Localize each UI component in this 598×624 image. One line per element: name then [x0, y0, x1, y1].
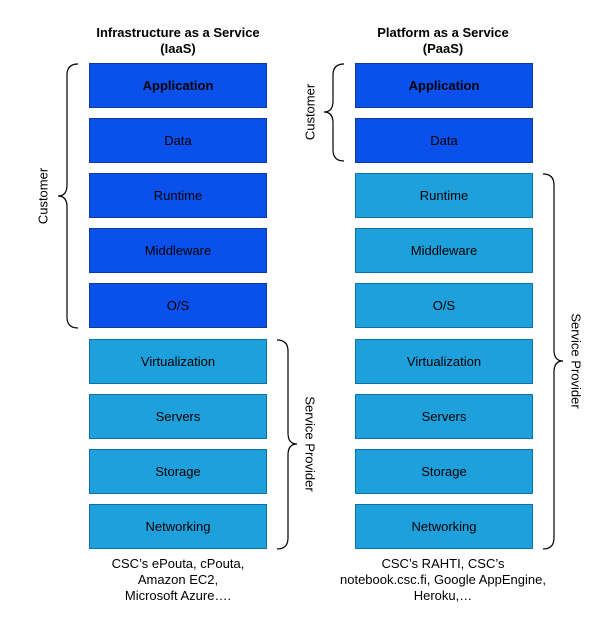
- paas-footer: CSC’s RAHTI, CSC’s notebook.csc.fi, Goog…: [323, 556, 563, 604]
- iaas-footer-line2: Amazon EC2,: [137, 572, 219, 587]
- paas-layer-data: Data: [355, 118, 533, 163]
- iaas-layer-storage: Storage: [89, 449, 267, 494]
- paas-footer-line1: CSC’s RAHTI, CSC’s: [381, 556, 505, 571]
- paas-customer-label: Customer: [302, 83, 318, 141]
- paas-title: Platform as a Service (PaaS): [343, 25, 543, 57]
- iaas-title-line1: Infrastructure as a Service: [96, 25, 260, 40]
- iaas-layer-application: Application: [89, 63, 267, 108]
- iaas-layer-virtualization: Virtualization: [89, 339, 267, 384]
- paas-layer-servers: Servers: [355, 394, 533, 439]
- iaas-layer-servers: Servers: [89, 394, 267, 439]
- iaas-layer-data: Data: [89, 118, 267, 163]
- paas-layer-middleware: Middleware: [355, 228, 533, 273]
- iaas-customer-bracket: [57, 63, 79, 329]
- paas-provider-label: Service Provider: [568, 313, 584, 409]
- paas-title-line1: Platform as a Service: [377, 25, 509, 40]
- paas-footer-line2: notebook.csc.fi, Google AppEngine,: [340, 572, 546, 587]
- paas-layer-runtime: Runtime: [355, 173, 533, 218]
- iaas-layer-os: O/S: [89, 283, 267, 328]
- paas-layer-os: O/S: [355, 283, 533, 328]
- iaas-title-line2: (IaaS): [160, 41, 196, 56]
- iaas-provider-bracket: [276, 339, 298, 550]
- paas-customer-bracket: [323, 63, 345, 162]
- paas-layer-storage: Storage: [355, 449, 533, 494]
- paas-layer-application: Application: [355, 63, 533, 108]
- iaas-title: Infrastructure as a Service (IaaS): [78, 25, 278, 57]
- paas-title-line2: (PaaS): [422, 41, 464, 56]
- paas-provider-bracket: [542, 173, 564, 550]
- iaas-layer-networking: Networking: [89, 504, 267, 549]
- paas-layer-networking: Networking: [355, 504, 533, 549]
- iaas-layer-middleware: Middleware: [89, 228, 267, 273]
- iaas-footer-line3: Microsoft Azure….: [124, 588, 232, 603]
- paas-footer-line3: Heroku,…: [413, 588, 473, 603]
- iaas-footer-line1: CSC’s ePouta, cPouta,: [111, 556, 245, 571]
- iaas-customer-label: Customer: [35, 167, 51, 225]
- iaas-layer-runtime: Runtime: [89, 173, 267, 218]
- paas-layer-virtualization: Virtualization: [355, 339, 533, 384]
- iaas-provider-label: Service Provider: [302, 396, 318, 492]
- iaas-footer: CSC’s ePouta, cPouta, Amazon EC2, Micros…: [68, 556, 288, 604]
